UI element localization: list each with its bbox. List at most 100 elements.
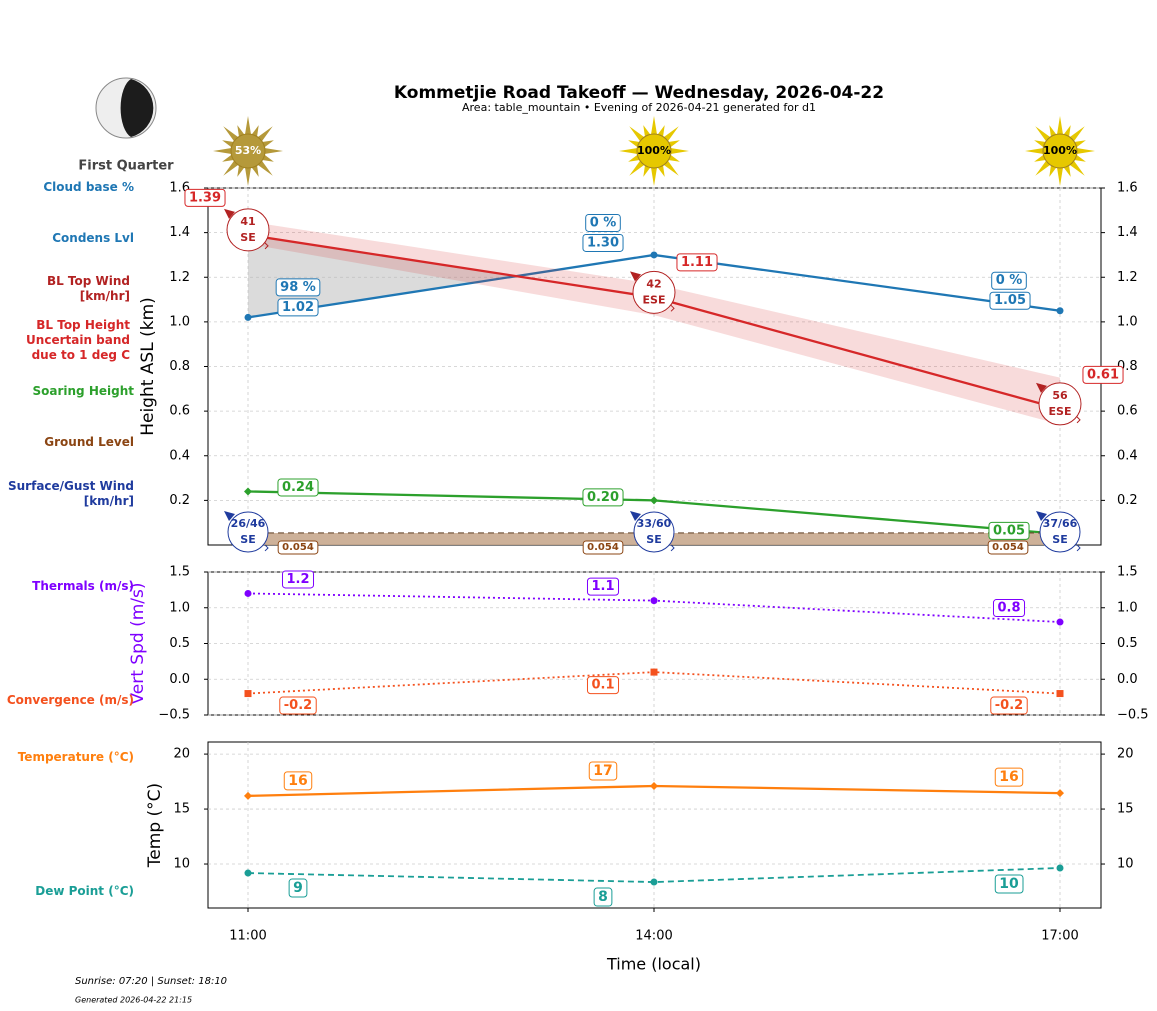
y-tick-label: 1.0 <box>1117 314 1138 329</box>
data-label: 1.02 <box>282 300 314 315</box>
sun-ray <box>213 147 233 155</box>
series-line <box>247 867 1061 883</box>
legend-label: Condens Lvl <box>52 231 134 245</box>
point <box>244 487 252 496</box>
data-label: 1.39 <box>189 190 221 205</box>
data-label-box <box>281 570 315 589</box>
data-label-box <box>275 278 321 297</box>
point <box>244 313 252 321</box>
wind-arrow <box>1036 510 1047 521</box>
wind-tail <box>1076 544 1081 552</box>
wind-circle <box>633 511 675 553</box>
y-tick-label: 15 <box>173 802 190 817</box>
y-tick-label: 1.0 <box>1117 600 1138 615</box>
sun-disc <box>230 133 266 169</box>
data-label: 10 <box>999 876 1019 892</box>
legend-label: Ground Level <box>44 435 134 449</box>
data-label: -0.2 <box>284 698 312 713</box>
wind-tail <box>1076 416 1081 424</box>
wind-direction: SE <box>646 533 661 546</box>
sun-icon <box>213 116 283 186</box>
x-tick-label: 14:00 <box>635 929 672 944</box>
sun-ray <box>1075 147 1095 155</box>
sun-label: 100% <box>1043 144 1077 157</box>
data-label-box <box>582 233 624 252</box>
data-label: 0.20 <box>587 490 619 505</box>
wind-speed: 41 <box>240 215 255 228</box>
data-label-box <box>593 887 613 907</box>
wind-speed: 42 <box>646 277 661 290</box>
sun-ray <box>1035 126 1052 143</box>
y-axis-label: Vert Spd (m/s) <box>128 582 148 704</box>
y-tick-label: 0.4 <box>169 448 190 463</box>
wind-speed: 37/66 <box>1043 517 1078 530</box>
legend-label: Soaring Height <box>32 384 135 398</box>
sun-ray <box>619 147 639 155</box>
wind-circle <box>632 270 676 314</box>
sun-ray <box>256 126 273 143</box>
wind-direction: SE <box>240 231 255 244</box>
y-tick-label: 0.5 <box>1117 636 1138 651</box>
wind-circle <box>1038 382 1082 426</box>
y-tick-label: 1.4 <box>1117 225 1138 240</box>
point <box>650 781 658 790</box>
legend-label: BL Top Wind [km/hr] <box>46 274 130 303</box>
data-label-box <box>1082 365 1124 384</box>
y-tick-label: 10 <box>1117 857 1134 872</box>
chart-title: Kommetjie Road Takeoff — Wednesday, 2026… <box>394 83 884 103</box>
data-label-box <box>283 771 313 791</box>
data-label: 98 % <box>280 280 316 295</box>
sun-ray <box>223 159 240 176</box>
data-label-box <box>279 696 317 715</box>
y-tick-label: 0.6 <box>169 404 190 419</box>
y-tick-label: 1.5 <box>169 565 190 580</box>
wind-circle <box>227 511 269 553</box>
data-label-box <box>582 540 624 555</box>
data-label: 0.24 <box>282 480 314 495</box>
wind-direction: SE <box>240 533 255 546</box>
sun-ray <box>662 159 679 176</box>
legend-label: BL Top Height Uncertain band due to 1 de… <box>26 318 130 362</box>
y-tick-label: −0.5 <box>1117 708 1149 723</box>
legend-label: Cloud base % <box>43 180 134 194</box>
y-tick-label: 0.8 <box>169 359 190 374</box>
generated-note: Generated 2026-04-22 21:15 <box>75 996 192 1005</box>
y-tick-label: 0.6 <box>1117 404 1138 419</box>
y-tick-label: 1.5 <box>1117 565 1138 580</box>
y-axis-label: Temp (°C) <box>145 783 165 868</box>
data-label: 17 <box>593 763 612 779</box>
point <box>1056 690 1064 698</box>
sun-ray <box>256 159 273 176</box>
sun-disc <box>636 133 672 169</box>
sun-label: 100% <box>637 144 671 157</box>
data-label: 0.05 <box>993 523 1025 538</box>
y-tick-label: 0.0 <box>1117 672 1138 687</box>
y-tick-label: 20 <box>1117 747 1134 762</box>
y-tick-label: −0.5 <box>158 708 190 723</box>
sun-ray <box>1025 147 1045 155</box>
data-label-box <box>992 599 1026 618</box>
sun-ray <box>1056 166 1064 186</box>
sun-ray <box>629 159 646 176</box>
sun-ray <box>263 147 283 155</box>
y-tick-label: 0.5 <box>169 636 190 651</box>
point <box>244 690 252 698</box>
legend-label: Surface/Gust Wind [km/hr] <box>8 479 134 508</box>
data-label: 16 <box>288 773 307 789</box>
legend-label: Temperature (°C) <box>17 750 134 764</box>
x-tick-label: 17:00 <box>1041 929 1078 944</box>
data-label: 1.2 <box>286 572 309 587</box>
data-label-box <box>288 878 308 898</box>
data-label-box <box>277 540 319 555</box>
wind-direction: ESE <box>643 293 666 306</box>
data-label: 8 <box>598 889 608 905</box>
wind-tail <box>670 544 675 552</box>
data-label-box <box>586 676 620 695</box>
sun-ray <box>244 116 252 136</box>
point <box>244 791 252 800</box>
data-label: 1.11 <box>681 255 713 270</box>
point <box>650 251 658 259</box>
point <box>1056 864 1064 872</box>
sun-ray <box>650 116 658 136</box>
